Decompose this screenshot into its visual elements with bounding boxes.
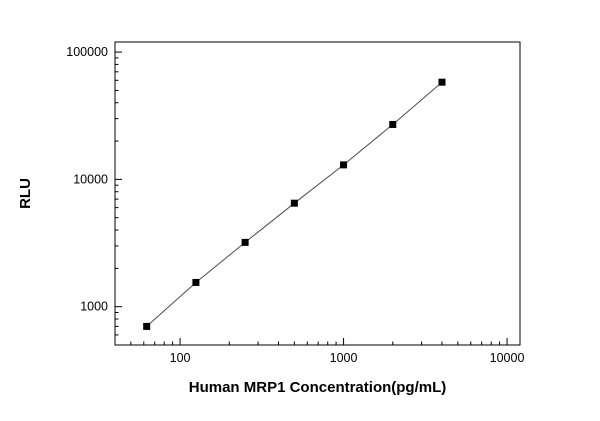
plot-frame	[114, 41, 521, 346]
x-axis-label: Human MRP1 Concentration(pg/mL)	[189, 379, 447, 396]
data-point	[241, 238, 249, 246]
y-tick-label: 100000	[66, 45, 108, 59]
data-point	[143, 322, 151, 330]
x-tick-label: 100	[170, 351, 191, 365]
data-point	[340, 161, 348, 169]
x-axis	[114, 338, 508, 345]
data-point	[389, 120, 397, 128]
y-axis-label: RLU	[17, 178, 34, 209]
data-point	[290, 199, 298, 207]
data-point	[192, 278, 200, 286]
y-tick-label: 1000	[80, 300, 108, 314]
x-tick-label: 1000	[330, 351, 358, 365]
x-tick-label: 10000	[490, 351, 525, 365]
y-axis	[115, 51, 122, 346]
data-point	[438, 78, 446, 86]
data-points	[143, 78, 446, 330]
y-tick-label: 10000	[73, 172, 108, 186]
